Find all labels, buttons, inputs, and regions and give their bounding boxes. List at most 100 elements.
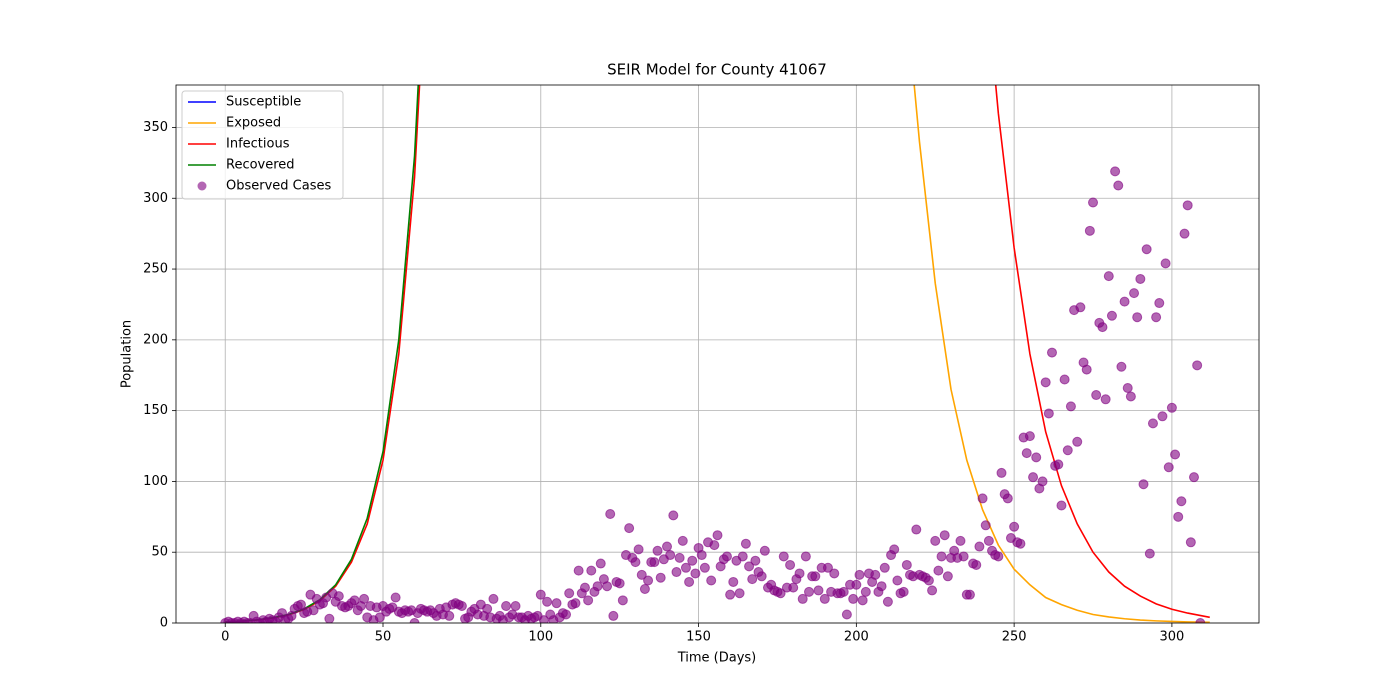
observed-point	[444, 610, 455, 621]
observed-point	[1056, 500, 1067, 511]
observed-point	[295, 599, 306, 610]
observed-point	[1062, 445, 1073, 456]
observed-point	[996, 467, 1007, 478]
x-axis-label: Time (Days)	[677, 651, 757, 666]
observed-point	[721, 551, 732, 562]
observed-point	[810, 571, 821, 582]
observed-point	[617, 595, 628, 606]
observed-point	[1084, 225, 1095, 236]
observed-point	[602, 581, 613, 592]
observed-point	[927, 585, 938, 596]
observed-point	[1129, 288, 1140, 299]
observed-point	[1043, 408, 1054, 419]
observed-point	[1106, 310, 1117, 321]
observed-point	[971, 559, 982, 570]
observed-point	[977, 493, 988, 504]
observed-point	[1185, 537, 1196, 548]
y-tick-label: 300	[143, 191, 168, 206]
observed-point	[879, 562, 890, 573]
observed-point	[652, 545, 663, 556]
observed-point	[750, 555, 761, 566]
observed-point	[1097, 322, 1108, 333]
observed-point	[639, 584, 650, 595]
observed-point	[1116, 361, 1127, 372]
observed-point	[822, 562, 833, 573]
observed-point	[870, 569, 881, 580]
legend: Susceptible Exposed Infectious Recovered Obs…	[181, 90, 344, 200]
observed-point	[482, 603, 493, 614]
observed-point	[1166, 402, 1177, 413]
observed-point	[1188, 472, 1199, 483]
observed-point	[955, 535, 966, 546]
observed-point	[564, 588, 575, 599]
observed-point	[728, 576, 739, 587]
observed-point	[813, 585, 824, 596]
y-tick-label: 150	[143, 403, 168, 418]
observed-point	[633, 544, 644, 555]
observed-point	[734, 588, 745, 599]
observed-point	[737, 551, 748, 562]
observed-point	[785, 559, 796, 570]
legend-marker	[197, 181, 207, 191]
observed-point	[655, 572, 666, 583]
y-tick-label: 250	[143, 262, 168, 277]
observed-point	[542, 596, 553, 607]
observed-point	[1024, 431, 1035, 442]
observed-point	[974, 541, 985, 552]
observed-point	[1176, 496, 1187, 507]
observed-point	[1147, 418, 1158, 429]
observed-point	[1031, 452, 1042, 463]
observed-point	[699, 562, 710, 573]
observed-point	[857, 595, 868, 606]
x-tick-label: 0	[221, 630, 229, 645]
observed-point	[829, 568, 840, 579]
y-axis-label: Population	[120, 320, 135, 388]
observed-point	[1002, 493, 1013, 504]
observed-point	[1015, 538, 1026, 549]
observed-point	[1053, 459, 1064, 470]
observed-point	[649, 557, 660, 568]
observed-point	[614, 578, 625, 589]
observed-point	[889, 544, 900, 555]
legend-label: Susceptible	[226, 95, 301, 110]
observed-point	[851, 579, 862, 590]
observed-point	[390, 592, 401, 603]
observed-point	[696, 550, 707, 561]
legend-label: Observed Cases	[226, 179, 331, 194]
legend-label: Recovered	[226, 158, 295, 173]
observed-point	[630, 557, 641, 568]
observed-point	[359, 593, 370, 604]
observed-point	[624, 523, 635, 534]
observed-point	[1179, 228, 1190, 239]
observed-point	[592, 581, 603, 592]
observed-point	[775, 588, 786, 599]
observed-point	[744, 561, 755, 572]
observed-point	[1028, 472, 1039, 483]
observed-point	[819, 593, 830, 604]
observed-point	[1065, 401, 1076, 412]
observed-point	[1173, 511, 1184, 522]
observed-point	[1138, 479, 1149, 490]
legend-label: Exposed	[226, 116, 281, 131]
observed-point	[677, 535, 688, 546]
legend-box	[181, 90, 344, 200]
observed-point	[561, 609, 572, 620]
observed-point	[1151, 312, 1162, 323]
observed-point	[1122, 382, 1133, 393]
observed-point	[759, 545, 770, 556]
y-tick-label: 50	[151, 545, 168, 560]
observed-point	[333, 591, 344, 602]
observed-point	[860, 586, 871, 597]
observed-point	[1059, 374, 1070, 385]
observed-point	[993, 551, 1004, 562]
observed-point	[535, 589, 546, 600]
plot-area	[220, 85, 1210, 623]
observed-point	[1154, 298, 1165, 309]
y-tick-label: 0	[160, 616, 168, 631]
observed-point	[898, 586, 909, 597]
observed-point	[1160, 258, 1171, 269]
observed-point	[1195, 618, 1206, 623]
observed-point	[456, 601, 467, 612]
observed-point	[841, 609, 852, 620]
